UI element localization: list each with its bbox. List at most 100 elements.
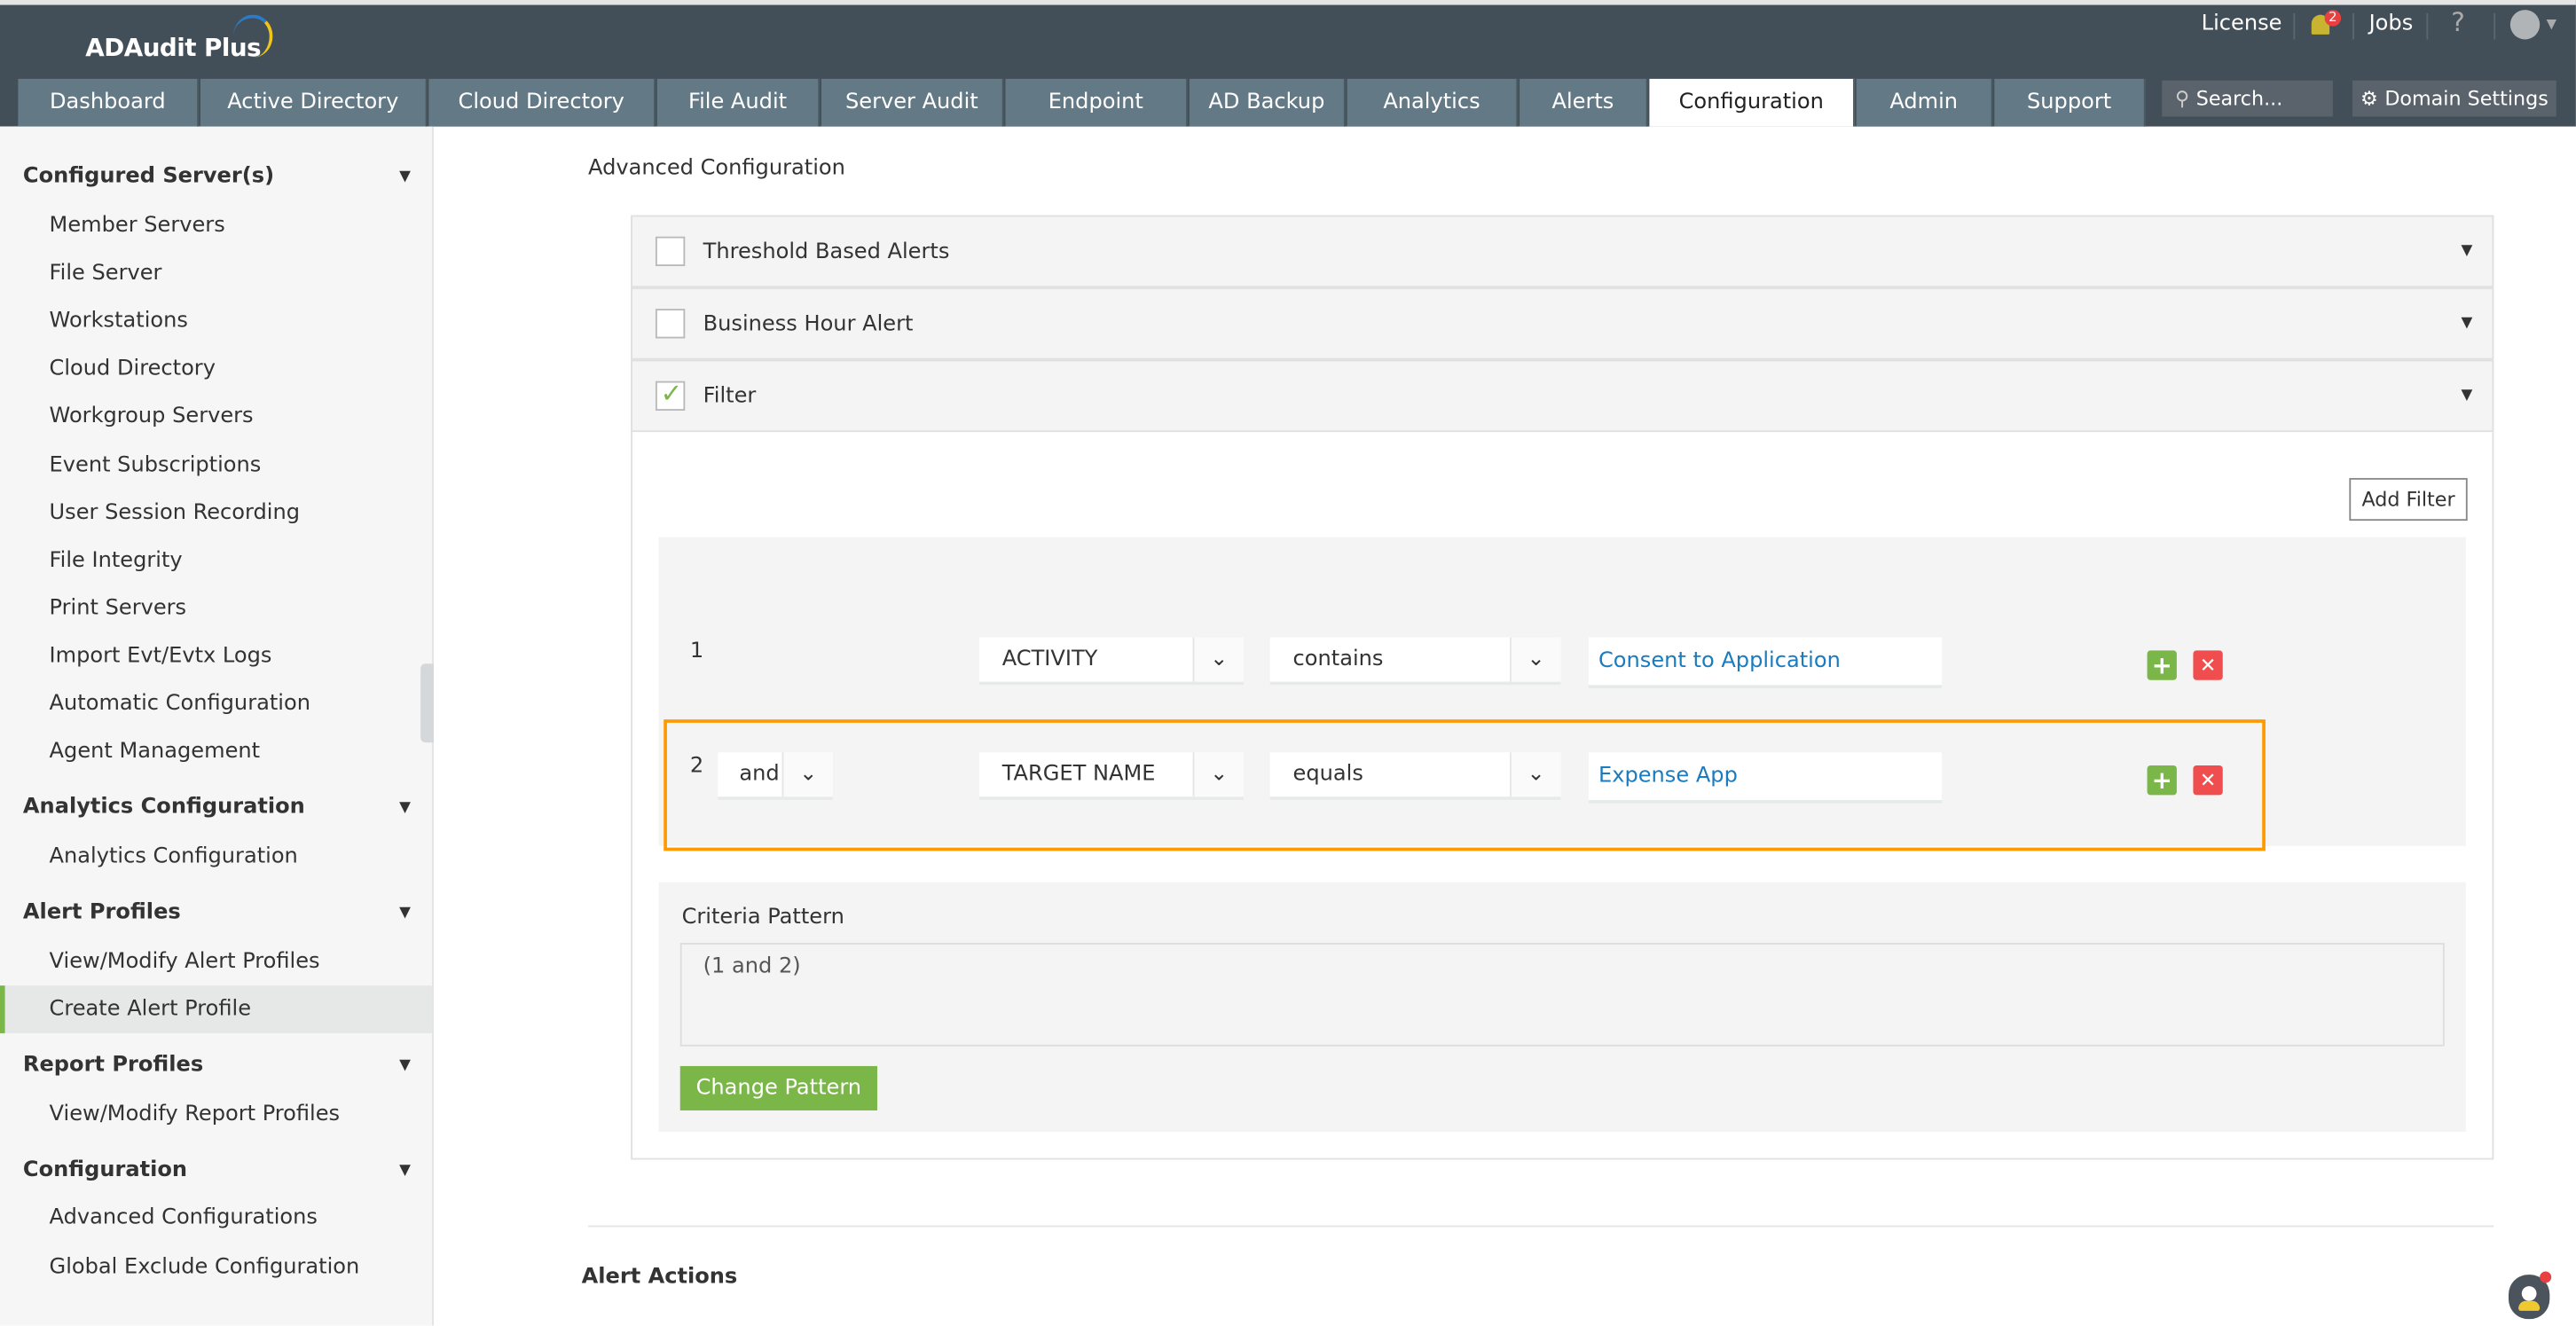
operator-select[interactable]: contains ⌄: [1269, 637, 1561, 686]
close-icon: ✕: [2199, 654, 2217, 678]
remove-row-button[interactable]: ✕: [2193, 650, 2223, 680]
divider: [2352, 12, 2354, 40]
sidebar-item[interactable]: Advanced Configurations: [49, 1205, 318, 1231]
filter-number: 1: [689, 639, 704, 664]
operator-select[interactable]: equals ⌄: [1269, 752, 1561, 800]
notification-bell-icon[interactable]: 2: [2308, 10, 2342, 43]
caret-down-icon: ▼: [399, 168, 411, 185]
caret-down-icon: ▼: [399, 1162, 411, 1179]
sidebar-item[interactable]: View/Modify Report Profiles: [49, 1102, 341, 1127]
domain-settings-button[interactable]: ⚙ Domain Settings: [2352, 80, 2556, 117]
tab-alerts[interactable]: Alerts: [1520, 78, 1648, 127]
user-avatar-icon[interactable]: [2509, 10, 2541, 40]
accordion-filter[interactable]: ✓ Filter ▼: [631, 359, 2494, 433]
field-select[interactable]: ACTIVITY ⌄: [978, 637, 1244, 686]
search-input[interactable]: ⚲ Search...: [2162, 80, 2333, 117]
sidebar-item[interactable]: User Session Recording: [49, 500, 301, 526]
caret-down-icon: ▼: [2461, 388, 2473, 404]
sidebar-item[interactable]: Create Alert Profile: [0, 985, 433, 1033]
tab-active-directory[interactable]: Active Directory: [200, 78, 428, 127]
tab-admin[interactable]: Admin: [1856, 78, 1993, 127]
chevron-down-icon: ⌄: [1192, 752, 1244, 797]
sidebar-collapse-handle[interactable]: [420, 663, 434, 743]
sidebar-section-header[interactable]: Analytics Configuration ▼: [22, 795, 411, 820]
tab-support[interactable]: Support: [1994, 78, 2146, 127]
highlight-box: [664, 719, 2266, 851]
sidebar-item[interactable]: Agent Management: [49, 739, 261, 765]
tab-configuration[interactable]: Configuration: [1649, 78, 1855, 127]
sidebar: [0, 126, 434, 1326]
sidebar-item[interactable]: Automatic Configuration: [49, 691, 310, 717]
sidebar-item[interactable]: File Server: [49, 261, 162, 286]
criteria-pattern-textarea[interactable]: (1 and 2): [679, 943, 2445, 1047]
tab-cloud-directory[interactable]: Cloud Directory: [428, 78, 656, 127]
accordion-threshold-based-alerts[interactable]: Threshold Based Alerts ▼: [631, 215, 2494, 288]
sidebar-item[interactable]: File Integrity: [49, 548, 183, 574]
divider: [2426, 12, 2429, 40]
tab-file-audit[interactable]: File Audit: [656, 78, 821, 127]
notification-badge: 2: [2324, 10, 2342, 27]
sidebar-item[interactable]: Workstations: [49, 309, 188, 333]
logo[interactable]: ADAudit Plus: [85, 33, 262, 63]
search-icon: ⚲: [2175, 87, 2190, 111]
caret-down-icon: ▼: [399, 904, 411, 922]
checkbox[interactable]: ✓: [655, 377, 686, 411]
divider: [2293, 12, 2296, 40]
filter-value-input[interactable]: Expense App: [1588, 752, 1943, 804]
chevron-down-icon: ⌄: [1192, 637, 1244, 682]
tab-server-audit[interactable]: Server Audit: [821, 78, 1004, 127]
sidebar-item[interactable]: Cloud Directory: [49, 356, 216, 381]
chevron-down-icon: ⌄: [1509, 637, 1561, 682]
support-chat-icon[interactable]: [2509, 1271, 2552, 1320]
sidebar-item[interactable]: Member Servers: [49, 213, 225, 239]
conjunction-select[interactable]: and ⌄: [718, 752, 833, 800]
divider: [588, 1225, 2494, 1228]
add-row-button[interactable]: +: [2147, 650, 2177, 680]
jobs-link[interactable]: Jobs: [2368, 11, 2414, 36]
chevron-down-icon: ⌄: [781, 752, 833, 797]
divider: [2494, 12, 2496, 40]
help-icon[interactable]: ?: [2451, 6, 2465, 38]
caret-down-icon: ▼: [2461, 243, 2473, 260]
page-title: Advanced Configuration: [588, 155, 845, 181]
sidebar-item[interactable]: Analytics Configuration: [49, 843, 298, 869]
add-row-button[interactable]: +: [2147, 765, 2177, 796]
close-icon: ✕: [2199, 768, 2217, 792]
sidebar-section-header[interactable]: Alert Profiles ▼: [22, 899, 411, 925]
field-select[interactable]: TARGET NAME ⌄: [978, 752, 1244, 800]
checkbox[interactable]: [655, 236, 686, 267]
sidebar-item[interactable]: Workgroup Servers: [49, 404, 254, 429]
tab-endpoint[interactable]: Endpoint: [1005, 78, 1188, 127]
chevron-down-icon[interactable]: ▼: [2546, 16, 2557, 32]
sidebar-section-header[interactable]: Configured Server(s) ▼: [22, 164, 411, 189]
sidebar-item[interactable]: View/Modify Alert Profiles: [49, 949, 320, 975]
logo-arc-icon: [232, 14, 273, 58]
sidebar-section-header[interactable]: Report Profiles ▼: [22, 1053, 411, 1078]
sidebar-section-header[interactable]: Configuration ▼: [22, 1157, 411, 1183]
criteria-label: Criteria Pattern: [681, 905, 844, 930]
alert-actions-heading: Alert Actions: [581, 1265, 738, 1290]
plus-icon: +: [2151, 650, 2172, 680]
sidebar-item[interactable]: Event Subscriptions: [49, 453, 262, 478]
sidebar-item[interactable]: Global Exclude Configuration: [49, 1254, 360, 1280]
sidebar-item[interactable]: Print Servers: [49, 596, 187, 622]
remove-row-button[interactable]: ✕: [2193, 765, 2223, 796]
tab-dashboard[interactable]: Dashboard: [18, 78, 200, 127]
caret-down-icon: ▼: [399, 798, 411, 816]
chevron-down-icon: ⌄: [1509, 752, 1561, 797]
filter-value-input[interactable]: Consent to Application: [1588, 637, 1943, 688]
tab-ad-backup[interactable]: AD Backup: [1189, 78, 1346, 127]
license-link[interactable]: License: [2201, 11, 2282, 36]
caret-down-icon: ▼: [399, 1056, 411, 1074]
change-pattern-button[interactable]: Change Pattern: [679, 1065, 877, 1110]
add-filter-button[interactable]: Add Filter: [2349, 477, 2468, 522]
caret-down-icon: ▼: [2461, 315, 2473, 333]
filter-number: 2: [689, 754, 704, 779]
checkbox[interactable]: [655, 309, 686, 339]
check-icon: ✓: [660, 377, 683, 410]
gear-icon: ⚙: [2360, 87, 2378, 111]
tab-analytics[interactable]: Analytics: [1347, 78, 1519, 127]
sidebar-item[interactable]: Import Evt/Evtx Logs: [49, 643, 272, 669]
accordion-business-hour-alert[interactable]: Business Hour Alert ▼: [631, 287, 2494, 360]
